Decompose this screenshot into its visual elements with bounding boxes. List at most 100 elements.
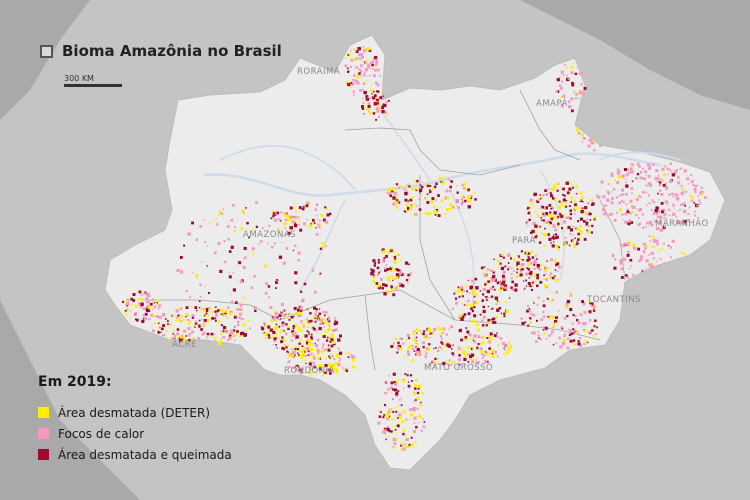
- map-point: [607, 183, 610, 185]
- map-point: [405, 204, 408, 207]
- map-point: [349, 86, 352, 89]
- map-point: [362, 101, 365, 104]
- map-point: [469, 196, 472, 199]
- map-point: [316, 348, 319, 351]
- map-point: [467, 188, 470, 192]
- map-point: [490, 295, 494, 298]
- map-point: [648, 194, 651, 197]
- map-point: [401, 284, 405, 288]
- map-point: [308, 334, 311, 337]
- map-point: [468, 292, 471, 294]
- map-point: [560, 202, 564, 206]
- map-point: [416, 344, 419, 347]
- map-point: [401, 420, 405, 424]
- map-point: [378, 115, 380, 118]
- map-point: [178, 268, 181, 271]
- map-point: [175, 319, 178, 322]
- map-point: [556, 189, 559, 192]
- map-point: [480, 353, 483, 355]
- map-point: [367, 75, 369, 77]
- map-point: [642, 242, 646, 246]
- map-point: [413, 350, 415, 352]
- map-point: [243, 246, 247, 250]
- map-point: [501, 285, 505, 289]
- map-point: [592, 309, 596, 312]
- map-point: [192, 272, 194, 274]
- map-point: [494, 296, 499, 300]
- map-point: [679, 252, 682, 254]
- map-point: [460, 198, 463, 201]
- map-point: [220, 212, 224, 215]
- map-point: [646, 221, 649, 225]
- map-point: [374, 58, 378, 62]
- map-point: [483, 273, 485, 275]
- map-point: [284, 218, 287, 221]
- map-point: [222, 313, 225, 317]
- map-point: [244, 204, 246, 206]
- map-point: [415, 349, 419, 353]
- map-point: [565, 66, 568, 69]
- map-point: [565, 217, 567, 219]
- map-point: [556, 270, 559, 273]
- map-point: [435, 199, 437, 201]
- map-point: [179, 307, 183, 311]
- map-point: [448, 361, 451, 364]
- map-point: [484, 360, 488, 364]
- map-point: [275, 319, 278, 322]
- map-point: [214, 337, 217, 340]
- map-point: [327, 323, 330, 327]
- scale-bar: 300 KM: [64, 74, 122, 87]
- map-point: [574, 212, 576, 215]
- map-point: [651, 263, 655, 266]
- map-point: [237, 324, 239, 326]
- map-point: [503, 347, 505, 350]
- map-point: [280, 302, 284, 306]
- map-point: [176, 316, 179, 319]
- map-point: [390, 386, 393, 390]
- map-point: [549, 272, 553, 275]
- map-point: [125, 314, 128, 316]
- map-point: [595, 333, 598, 335]
- map-point: [238, 312, 242, 316]
- map-point: [194, 306, 198, 309]
- map-point: [288, 317, 290, 319]
- map-point: [404, 342, 406, 344]
- map-point: [537, 331, 539, 333]
- map-point: [212, 332, 215, 336]
- map-point: [652, 239, 656, 243]
- map-point: [451, 307, 454, 310]
- map-point: [594, 305, 597, 308]
- map-point: [380, 417, 382, 419]
- map-point: [519, 266, 523, 270]
- map-point: [287, 306, 289, 309]
- map-point: [406, 209, 408, 211]
- map-point: [657, 192, 659, 195]
- map-point: [534, 224, 538, 228]
- map-point: [481, 349, 484, 352]
- map-point: [317, 356, 321, 360]
- map-point: [309, 364, 313, 368]
- map-point: [625, 184, 629, 188]
- map-point: [475, 361, 479, 365]
- map-point: [434, 210, 438, 214]
- map-point: [395, 205, 399, 209]
- map-point: [290, 315, 294, 319]
- map-point: [627, 250, 630, 254]
- map-point: [222, 336, 225, 339]
- map-point: [297, 352, 299, 354]
- map-point: [551, 206, 554, 210]
- map-point: [397, 253, 400, 256]
- map-point: [664, 185, 668, 189]
- map-point: [315, 233, 319, 236]
- map-point: [363, 73, 366, 77]
- map-point: [295, 210, 298, 213]
- map-point: [473, 282, 476, 285]
- map-point: [384, 392, 387, 395]
- map-point: [302, 372, 304, 374]
- map-point: [390, 345, 394, 348]
- map-point: [291, 330, 295, 334]
- map-point: [126, 298, 130, 301]
- map-point: [533, 267, 536, 270]
- map-point: [379, 96, 383, 100]
- map-point: [406, 333, 410, 337]
